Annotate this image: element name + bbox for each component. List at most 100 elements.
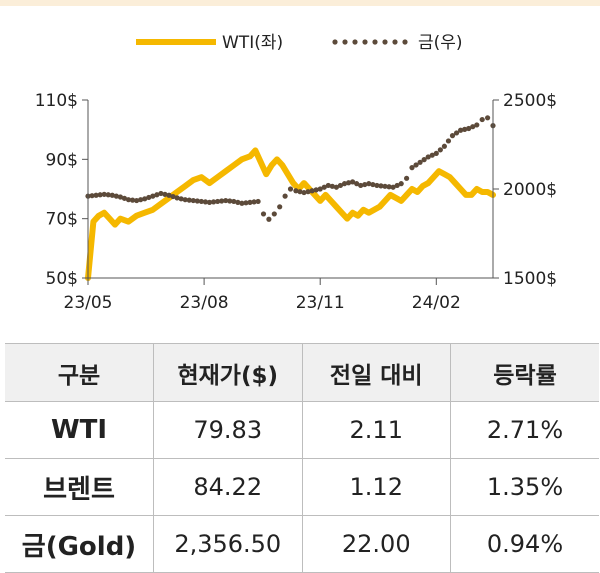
gold-point bbox=[394, 182, 400, 189]
cell-change: 1.12 bbox=[301, 458, 451, 516]
gold-point bbox=[466, 125, 472, 132]
gold-point bbox=[313, 187, 319, 193]
x-tick-label: 23/11 bbox=[296, 293, 345, 313]
gold-point bbox=[202, 199, 209, 205]
legend-gold-label: 금(우) bbox=[418, 33, 463, 53]
gold-point bbox=[370, 181, 376, 188]
gold-point bbox=[277, 204, 283, 210]
legend-gold-swatch-dot bbox=[362, 39, 368, 45]
gold-point bbox=[325, 182, 331, 189]
series-wti bbox=[85, 147, 496, 281]
gold-point bbox=[154, 192, 160, 198]
gold-point bbox=[251, 199, 257, 205]
gold-point bbox=[293, 188, 299, 194]
gold-point bbox=[390, 184, 396, 190]
cell-change: 22.00 bbox=[301, 515, 451, 573]
gold-point bbox=[333, 184, 339, 190]
gold-point bbox=[138, 197, 144, 203]
gold-point bbox=[301, 189, 307, 196]
left-tick-label: 110$ bbox=[35, 91, 78, 111]
gold-point bbox=[198, 198, 204, 205]
gold-point bbox=[433, 150, 439, 156]
gold-point bbox=[239, 200, 245, 206]
gold-point bbox=[421, 157, 427, 163]
gold-point bbox=[462, 126, 468, 132]
gold-point bbox=[485, 115, 491, 121]
gold-point bbox=[409, 165, 415, 171]
gold-point bbox=[321, 184, 327, 190]
gold-point bbox=[266, 216, 272, 222]
legend-gold-swatch-dot bbox=[402, 39, 408, 45]
row-label: WTI bbox=[5, 401, 154, 459]
gold-point bbox=[437, 147, 443, 153]
gold-point bbox=[350, 179, 356, 185]
gold-point bbox=[243, 200, 249, 206]
gold-point bbox=[190, 197, 196, 204]
cell-price: 79.83 bbox=[153, 401, 302, 459]
gold-point bbox=[125, 197, 132, 203]
cell-rate: 1.35% bbox=[450, 458, 599, 516]
gold-point bbox=[134, 197, 140, 204]
legend-gold-swatch-dot bbox=[372, 39, 378, 45]
gold-point bbox=[121, 195, 128, 201]
cell-price: 2,356.50 bbox=[153, 515, 302, 573]
left-tick-label: 70$ bbox=[46, 210, 78, 230]
gold-point bbox=[235, 199, 241, 205]
gold-point bbox=[417, 159, 423, 165]
gold-point bbox=[89, 193, 95, 199]
legend-gold-swatch-dot bbox=[342, 39, 348, 45]
gold-point bbox=[109, 192, 115, 198]
gold-point bbox=[449, 133, 456, 139]
gold-point bbox=[101, 191, 107, 197]
gold-point bbox=[458, 127, 464, 133]
gold-point bbox=[358, 182, 364, 189]
gold-point bbox=[479, 116, 485, 123]
gold-point bbox=[453, 130, 460, 136]
gold-point bbox=[374, 182, 380, 189]
header-change: 전일 대비 bbox=[301, 343, 451, 402]
legend-wti-label: WTI(좌) bbox=[222, 33, 283, 53]
top-accent-bar bbox=[0, 0, 600, 6]
header-current-price: 현재가($) bbox=[153, 343, 302, 402]
gold-point bbox=[105, 192, 111, 198]
row-label: 브렌트 bbox=[5, 458, 154, 516]
table-row: 브렌트 84.22 1.12 1.35% bbox=[5, 458, 599, 516]
gold-point bbox=[271, 211, 277, 217]
header-change-rate: 등락률 bbox=[450, 343, 599, 402]
gold-point bbox=[260, 211, 267, 217]
gold-point bbox=[117, 194, 123, 200]
gold-point bbox=[441, 143, 447, 149]
gold-point bbox=[282, 193, 288, 199]
right-tick-label: 2500$ bbox=[503, 91, 557, 111]
x-tick-label: 23/08 bbox=[180, 293, 229, 313]
left-tick-label: 50$ bbox=[46, 269, 78, 289]
gold-point bbox=[345, 180, 352, 186]
row-label: 금(Gold) bbox=[5, 515, 154, 573]
x-tick-label: 23/05 bbox=[64, 293, 113, 313]
gold-point bbox=[113, 193, 119, 199]
gold-point bbox=[206, 199, 213, 205]
table-header-row: 구분 현재가($) 전일 대비 등락률 bbox=[5, 343, 599, 402]
cell-price: 84.22 bbox=[153, 458, 302, 516]
wti-line bbox=[85, 147, 496, 281]
gold-point bbox=[354, 181, 360, 187]
axes: 50$ 70$ 90$ 110$ 1500$ 2000$ 2500$ 23/05 23/08 23… bbox=[35, 91, 557, 313]
table-row: WTI 79.83 2.11 2.71% bbox=[5, 401, 599, 459]
gold-point bbox=[219, 198, 225, 204]
gold-point bbox=[362, 181, 368, 188]
price-summary-table: 구분 현재가($) 전일 대비 등락률 WTI 79.83 2.11 2.71%… bbox=[5, 343, 599, 573]
gold-point bbox=[142, 196, 148, 202]
gold-point bbox=[337, 182, 344, 189]
gold-point bbox=[413, 162, 419, 168]
gold-point bbox=[194, 198, 200, 204]
gold-point bbox=[178, 196, 184, 202]
gold-point bbox=[146, 194, 152, 201]
gold-point bbox=[386, 184, 392, 190]
gold-point bbox=[425, 154, 431, 160]
price-chart: WTI(좌) 금(우) 50$ 70$ 90$ 110$ 1500$ 2000$ 2500$ 2… bbox=[35, 33, 557, 313]
left-tick-label: 90$ bbox=[46, 150, 78, 170]
gold-point bbox=[404, 175, 410, 181]
table-row: 금(Gold) 2,356.50 22.00 0.94% bbox=[5, 515, 599, 573]
gold-point bbox=[129, 197, 136, 203]
gold-point bbox=[317, 186, 323, 192]
